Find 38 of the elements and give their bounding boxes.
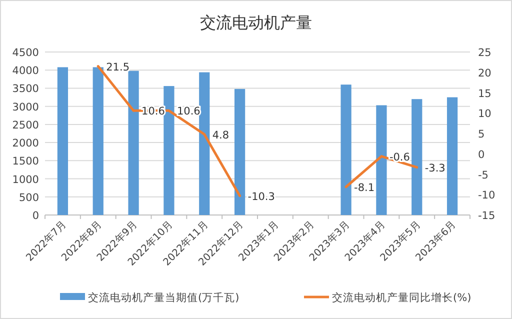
y-tick-label: 1500 xyxy=(12,156,39,168)
y-tick-label: 3000 xyxy=(12,101,39,114)
bar xyxy=(57,67,68,215)
bar xyxy=(164,86,174,215)
bar xyxy=(446,97,458,215)
y2-tick-label: 20 xyxy=(478,67,492,80)
bar xyxy=(376,105,387,215)
y-tick-label: 2500 xyxy=(12,119,39,132)
y-tick-label: 4000 xyxy=(12,65,39,78)
y2-tick-label: 0 xyxy=(478,148,485,161)
y-tick-label: 3500 xyxy=(12,83,39,96)
y2-tick-label: -10 xyxy=(478,190,496,202)
data-label: -10.3 xyxy=(248,190,275,203)
legend-label: 交流电动机产量当期值(万千瓦) xyxy=(88,291,240,304)
bar xyxy=(199,72,210,215)
y-tick-label: 0 xyxy=(32,210,39,222)
data-label: 21.5 xyxy=(106,61,130,74)
data-label: -3.3 xyxy=(424,162,446,174)
y2-tick-label: 25 xyxy=(478,47,492,59)
y-tick-label: 1000 xyxy=(12,174,39,186)
y2-tick-label: -5 xyxy=(478,169,488,182)
data-label: 4.8 xyxy=(212,129,230,142)
bar xyxy=(128,70,139,215)
y2-tick-label: 10 xyxy=(478,108,492,120)
legend-label: 交流电动机产量同比增长(%) xyxy=(332,291,472,304)
bar xyxy=(340,84,352,215)
y-tick-label: 4500 xyxy=(12,47,39,59)
y2-tick-label: 5 xyxy=(478,128,485,140)
bar xyxy=(412,99,422,215)
y-tick-label: 500 xyxy=(18,192,39,204)
bar xyxy=(92,67,104,215)
chart-title: 交流电动机产量 xyxy=(200,13,312,32)
y-tick-label: 2000 xyxy=(12,138,39,150)
y2-tick-label: 15 xyxy=(478,88,492,100)
y2-tick-label: -15 xyxy=(478,210,496,222)
bar xyxy=(234,88,246,215)
data-label: -8.1 xyxy=(354,182,375,194)
data-label: -0.6 xyxy=(389,151,410,164)
